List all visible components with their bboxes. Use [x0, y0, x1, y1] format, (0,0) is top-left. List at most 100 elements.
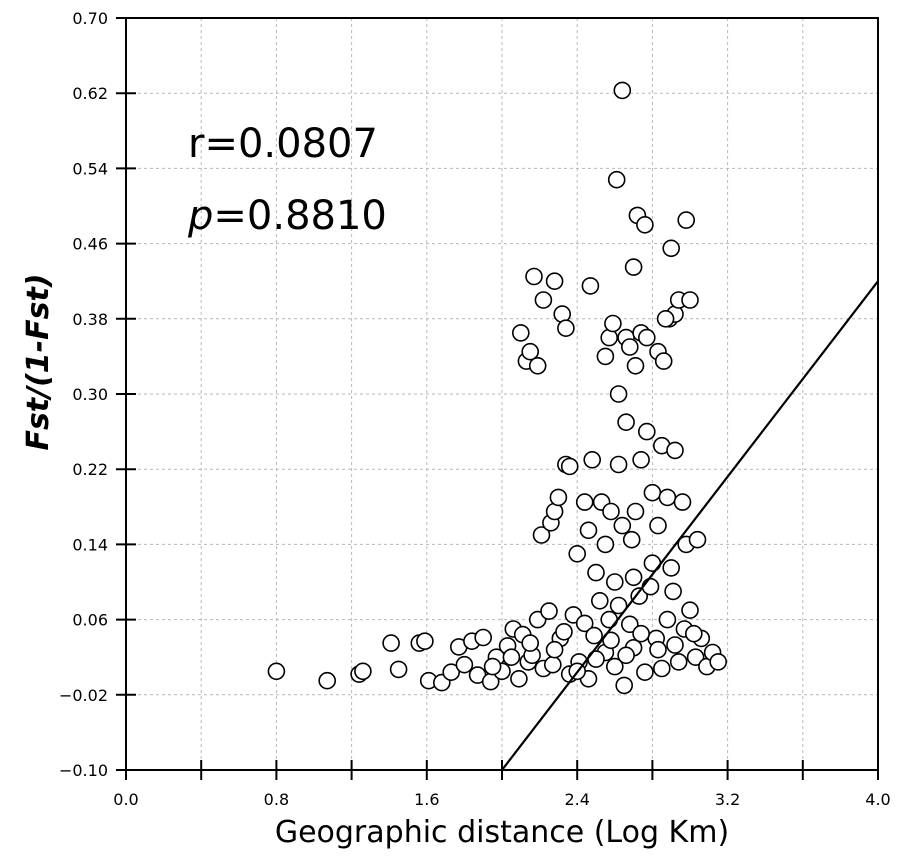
data-point — [662, 559, 681, 577]
data-point — [641, 577, 660, 596]
data-point — [545, 640, 564, 659]
data-point — [511, 324, 530, 342]
data-point — [596, 535, 615, 554]
data-point — [532, 526, 551, 544]
y-tick-label: 0.38 — [72, 310, 108, 329]
data-point — [605, 657, 624, 676]
data-point — [709, 653, 728, 671]
data-point — [604, 314, 622, 333]
data-point — [613, 81, 632, 100]
data-point — [602, 502, 620, 521]
data-point — [664, 582, 682, 601]
x-tick-label: 1.6 — [414, 790, 439, 809]
data-point — [583, 450, 602, 469]
data-point — [549, 488, 568, 507]
data-point — [636, 663, 654, 682]
y-tick-label: 0.54 — [72, 159, 108, 178]
data-point — [555, 622, 573, 641]
x-tick-label: 2.4 — [564, 790, 589, 809]
data-point — [575, 493, 594, 511]
y-tick-label: 0.06 — [72, 611, 108, 630]
data-point — [510, 669, 528, 688]
data-point — [267, 662, 286, 681]
data-point — [626, 502, 645, 521]
data-point — [587, 563, 605, 582]
data-point — [545, 272, 564, 291]
axis-ticks — [116, 17, 879, 780]
data-point — [585, 626, 603, 645]
data-point — [382, 634, 400, 652]
data-point — [521, 342, 540, 361]
data-point — [669, 653, 688, 671]
data-point — [662, 239, 681, 258]
data-point — [649, 640, 667, 659]
data-point — [540, 602, 558, 620]
data-point — [568, 544, 587, 563]
data-point — [455, 655, 474, 674]
data-point — [600, 610, 619, 629]
data-point — [605, 573, 624, 591]
data-point — [534, 291, 553, 309]
data-point — [630, 587, 649, 605]
data-point — [543, 655, 562, 674]
y-tick-label: 0.30 — [72, 385, 108, 404]
data-point — [684, 624, 703, 643]
data-point — [626, 356, 645, 375]
data-point — [658, 610, 677, 629]
p-value: =0.8810 — [213, 193, 386, 239]
data-point — [596, 347, 615, 366]
data-point — [560, 457, 579, 476]
data-point — [681, 291, 699, 309]
data-point — [579, 521, 598, 540]
data-point — [609, 385, 628, 403]
data-point — [636, 216, 654, 234]
data-point — [624, 258, 643, 276]
x-tick-label: 0.0 — [113, 790, 138, 809]
y-tick-label: 0.14 — [72, 535, 108, 554]
data-point — [581, 277, 600, 295]
data-point — [673, 493, 692, 511]
data-points — [267, 81, 728, 695]
data-point — [666, 441, 684, 460]
data-point — [637, 328, 656, 347]
data-point — [632, 450, 650, 469]
data-point — [681, 601, 699, 620]
x-tick-labels: 0.0 0.8 1.6 2.4 3.2 4.0 — [113, 790, 890, 809]
data-point — [620, 338, 639, 356]
data-point — [474, 628, 493, 647]
data-point — [617, 646, 635, 665]
y-tick-label: 0.22 — [72, 460, 108, 479]
data-point — [389, 660, 408, 679]
y-tick-label: −0.10 — [59, 761, 108, 780]
y-tick-labels: 0.70 0.62 0.54 0.46 0.38 0.30 0.22 0.14 0.06 −0.0… — [59, 9, 108, 780]
data-point — [677, 211, 696, 229]
data-point — [483, 657, 502, 676]
data-point — [607, 170, 626, 189]
x-tick-label: 3.2 — [715, 790, 740, 809]
data-point — [686, 648, 705, 667]
x-tick-label: 0.8 — [264, 790, 289, 809]
data-point — [318, 671, 337, 690]
data-point — [575, 614, 594, 633]
data-point — [557, 319, 575, 338]
data-point — [658, 488, 677, 507]
data-point — [637, 422, 656, 441]
data-point — [613, 516, 632, 535]
data-point — [666, 636, 684, 654]
data-point — [609, 455, 628, 474]
data-point — [643, 483, 662, 502]
data-point — [688, 530, 707, 549]
data-point — [416, 632, 434, 651]
p-annotation: p=0.8810 — [187, 193, 387, 239]
data-point — [620, 615, 639, 634]
y-tick-label: 0.46 — [72, 235, 108, 254]
p-symbol: p — [187, 193, 213, 239]
regression-line — [501, 280, 879, 771]
y-tick-label: −0.02 — [59, 686, 108, 705]
data-point — [622, 530, 641, 549]
x-axis-label: Geographic distance (Log Km) — [275, 815, 729, 850]
data-point — [656, 309, 675, 328]
data-point — [609, 596, 628, 615]
data-point — [624, 568, 643, 587]
y-axis-label: Fst/(1-Fst) — [21, 273, 56, 450]
